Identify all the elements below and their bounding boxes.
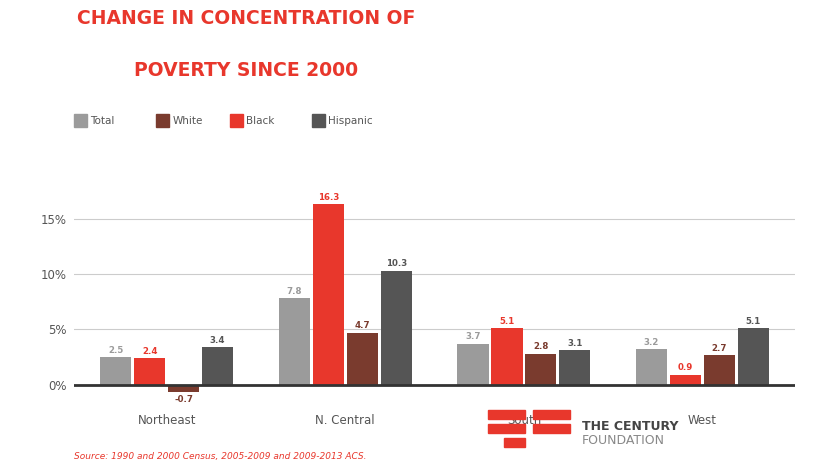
Bar bbox=[703, 355, 734, 385]
Text: 4.7: 4.7 bbox=[354, 321, 369, 330]
Text: 7.8: 7.8 bbox=[287, 287, 301, 296]
Text: Hispanic: Hispanic bbox=[328, 115, 372, 126]
Bar bbox=[312, 204, 343, 385]
Text: 16.3: 16.3 bbox=[317, 193, 338, 202]
Text: Source: 1990 and 2000 Census, 2005-2009 and 2009-2013 ACS.: Source: 1990 and 2000 Census, 2005-2009 … bbox=[74, 452, 366, 461]
Bar bbox=[346, 333, 378, 385]
Bar bbox=[457, 344, 488, 385]
Text: THE CENTURY: THE CENTURY bbox=[581, 420, 678, 432]
Text: 0.9: 0.9 bbox=[677, 363, 692, 372]
Text: POVERTY SINCE 2000: POVERTY SINCE 2000 bbox=[133, 61, 358, 80]
Text: CHANGE IN CONCENTRATION OF: CHANGE IN CONCENTRATION OF bbox=[77, 9, 414, 28]
Bar bbox=[278, 298, 310, 385]
Bar bbox=[134, 358, 165, 385]
Text: 10.3: 10.3 bbox=[385, 259, 406, 268]
Text: 2.4: 2.4 bbox=[142, 347, 157, 356]
Bar bbox=[559, 350, 590, 385]
Bar bbox=[636, 349, 667, 385]
Bar bbox=[168, 385, 199, 393]
Bar bbox=[491, 328, 522, 385]
Text: 3.2: 3.2 bbox=[643, 338, 658, 347]
Bar bbox=[201, 347, 233, 385]
Text: FOUNDATION: FOUNDATION bbox=[581, 434, 664, 447]
Bar bbox=[380, 271, 411, 385]
Text: Total: Total bbox=[90, 115, 115, 126]
Bar bbox=[100, 357, 131, 385]
Bar bbox=[669, 375, 700, 385]
Text: 5.1: 5.1 bbox=[499, 317, 514, 326]
Text: 5.1: 5.1 bbox=[745, 317, 760, 326]
Bar bbox=[525, 354, 556, 385]
Text: Black: Black bbox=[246, 115, 274, 126]
Text: 3.1: 3.1 bbox=[567, 339, 581, 348]
Bar bbox=[737, 328, 768, 385]
Text: 3.4: 3.4 bbox=[210, 336, 225, 345]
Text: White: White bbox=[172, 115, 202, 126]
Text: -0.7: -0.7 bbox=[174, 394, 193, 403]
Text: 2.8: 2.8 bbox=[532, 342, 548, 351]
Text: 2.5: 2.5 bbox=[108, 346, 123, 355]
Text: 3.7: 3.7 bbox=[464, 333, 480, 342]
Text: 2.7: 2.7 bbox=[711, 343, 726, 352]
